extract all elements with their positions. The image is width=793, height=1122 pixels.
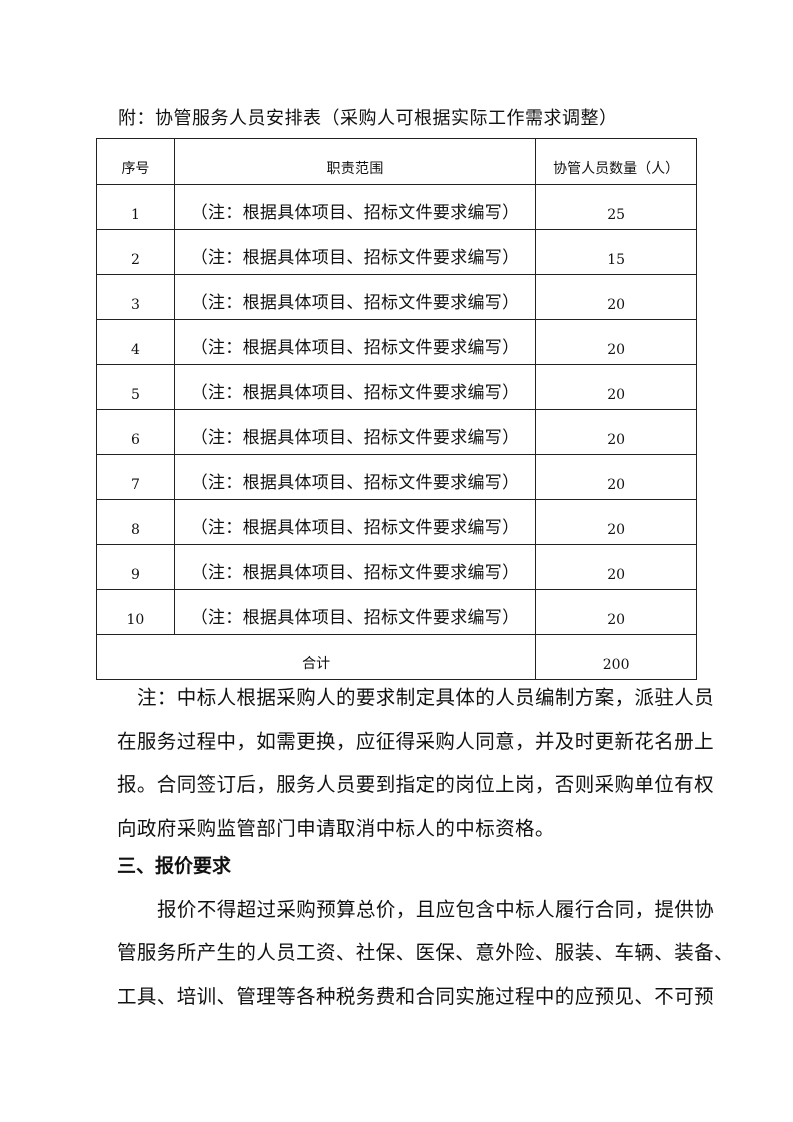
- table-header-row: 序号 职责范围 协管人员数量（人）: [96, 138, 697, 185]
- row-staff-count: 20: [535, 454, 697, 500]
- table-row: 9 （注：根据具体项目、招标文件要求编写） 20: [96, 544, 697, 590]
- table-row: 6 （注：根据具体项目、招标文件要求编写） 20: [96, 409, 697, 455]
- row-index: 3: [96, 274, 175, 320]
- row-index: 2: [96, 229, 175, 275]
- row-staff-count: 20: [535, 364, 697, 410]
- row-duty-scope: （注：根据具体项目、招标文件要求编写）: [173, 499, 537, 545]
- total-label: 合计: [95, 634, 537, 680]
- table-row: 4 （注：根据具体项目、招标文件要求编写） 20: [96, 319, 697, 365]
- table-caption: 附：协管服务人员安排表（采购人可根据实际工作需求调整）: [118, 108, 618, 129]
- row-index: 10: [96, 589, 175, 635]
- row-index: 5: [96, 364, 175, 410]
- table-row: 8 （注：根据具体项目、招标文件要求编写） 20: [96, 499, 697, 545]
- price-line: 工具、培训、管理等各种税务费和合同实施过程中的应预见、不可预: [117, 985, 715, 1008]
- header-duty-scope: 职责范围: [173, 138, 537, 185]
- total-value: 200: [535, 634, 697, 680]
- row-index: 1: [96, 184, 175, 230]
- row-duty-scope: （注：根据具体项目、招标文件要求编写）: [173, 184, 537, 230]
- row-duty-scope: （注：根据具体项目、招标文件要求编写）: [173, 409, 537, 455]
- note-line: 报。合同签订后，服务人员要到指定的岗位上岗，否则采购单位有权: [117, 773, 715, 796]
- row-duty-scope: （注：根据具体项目、招标文件要求编写）: [173, 544, 537, 590]
- row-duty-scope: （注：根据具体项目、招标文件要求编写）: [173, 319, 537, 365]
- header-staff-count: 协管人员数量（人）: [535, 138, 697, 185]
- header-index: 序号: [96, 138, 175, 185]
- note-line: 注：中标人根据采购人的要求制定具体的人员编制方案，派驻人员: [137, 686, 715, 709]
- row-staff-count: 20: [535, 274, 697, 320]
- row-staff-count: 20: [535, 499, 697, 545]
- row-index: 8: [96, 499, 175, 545]
- total-row: 合计 200: [95, 634, 697, 680]
- row-staff-count: 20: [535, 589, 697, 635]
- row-staff-count: 20: [535, 409, 697, 455]
- row-staff-count: 25: [535, 184, 697, 230]
- row-staff-count: 15: [535, 229, 697, 275]
- row-index: 9: [96, 544, 175, 590]
- table-row: 2 （注：根据具体项目、招标文件要求编写） 15: [96, 229, 697, 275]
- row-index: 7: [96, 454, 175, 500]
- row-duty-scope: （注：根据具体项目、招标文件要求编写）: [173, 454, 537, 500]
- table-row: 10 （注：根据具体项目、招标文件要求编写） 20: [96, 589, 697, 635]
- note-line: 向政府采购监管部门申请取消中标人的中标资格。: [117, 817, 555, 840]
- row-duty-scope: （注：根据具体项目、招标文件要求编写）: [173, 229, 537, 275]
- table-row: 3 （注：根据具体项目、招标文件要求编写） 20: [96, 274, 697, 320]
- row-duty-scope: （注：根据具体项目、招标文件要求编写）: [173, 274, 537, 320]
- row-index: 6: [96, 409, 175, 455]
- table-row: 5 （注：根据具体项目、招标文件要求编写） 20: [96, 364, 697, 410]
- table-row: 7 （注：根据具体项目、招标文件要求编写） 20: [96, 454, 697, 500]
- row-staff-count: 20: [535, 319, 697, 365]
- row-index: 4: [96, 319, 175, 365]
- row-duty-scope: （注：根据具体项目、招标文件要求编写）: [173, 364, 537, 410]
- staff-arrangement-table: 序号 职责范围 协管人员数量（人） 1 （注：根据具体项目、招标文件要求编写） 25…: [95, 138, 697, 680]
- row-staff-count: 20: [535, 544, 697, 590]
- table-row: 1 （注：根据具体项目、招标文件要求编写） 25: [96, 184, 697, 230]
- price-line: 报价不得超过采购预算总价，且应包含中标人履行合同，提供协: [157, 898, 715, 921]
- row-duty-scope: （注：根据具体项目、招标文件要求编写）: [173, 589, 537, 635]
- note-line: 在服务过程中，如需更换，应征得采购人同意，并及时更新花名册上: [117, 730, 715, 753]
- section-heading: 三、报价要求: [117, 855, 232, 877]
- price-line: 管服务所产生的人员工资、社保、医保、意外险、服装、车辆、装备、: [117, 941, 734, 964]
